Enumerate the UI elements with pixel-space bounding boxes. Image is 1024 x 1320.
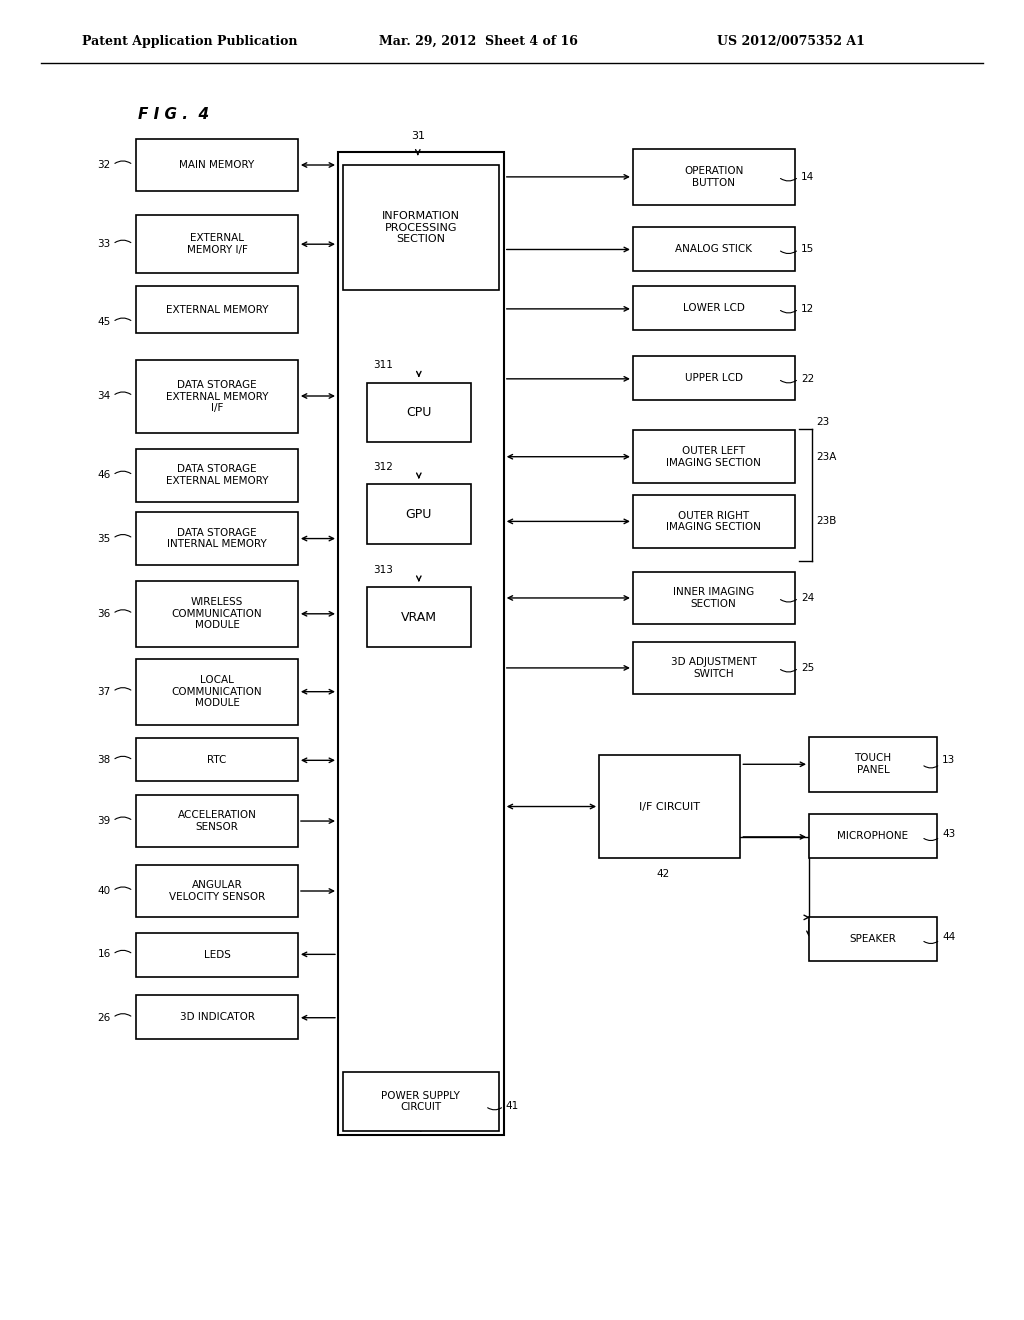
FancyBboxPatch shape <box>633 430 795 483</box>
Text: 41: 41 <box>506 1101 519 1111</box>
FancyBboxPatch shape <box>633 642 795 694</box>
Text: 23A: 23A <box>816 451 837 462</box>
Text: 40: 40 <box>97 886 111 896</box>
FancyBboxPatch shape <box>136 360 298 433</box>
FancyBboxPatch shape <box>633 572 795 624</box>
FancyBboxPatch shape <box>809 814 937 858</box>
Text: VRAM: VRAM <box>400 611 437 623</box>
Text: MAIN MEMORY: MAIN MEMORY <box>179 160 255 170</box>
Text: OPERATION
BUTTON: OPERATION BUTTON <box>684 166 743 187</box>
Text: EXTERNAL
MEMORY I/F: EXTERNAL MEMORY I/F <box>186 234 248 255</box>
FancyBboxPatch shape <box>633 149 795 205</box>
Text: 33: 33 <box>97 239 111 249</box>
Text: LOCAL
COMMUNICATION
MODULE: LOCAL COMMUNICATION MODULE <box>172 675 262 709</box>
FancyBboxPatch shape <box>136 286 298 333</box>
Text: INNER IMAGING
SECTION: INNER IMAGING SECTION <box>673 587 755 609</box>
Text: 23: 23 <box>816 417 829 428</box>
Text: 16: 16 <box>97 949 111 960</box>
FancyBboxPatch shape <box>809 917 937 961</box>
Text: WIRELESS
COMMUNICATION
MODULE: WIRELESS COMMUNICATION MODULE <box>172 597 262 631</box>
Text: 23B: 23B <box>816 516 837 527</box>
Text: POWER SUPPLY
CIRCUIT: POWER SUPPLY CIRCUIT <box>381 1090 461 1113</box>
Text: 38: 38 <box>97 755 111 766</box>
FancyBboxPatch shape <box>136 659 298 725</box>
Text: 24: 24 <box>801 593 814 603</box>
Text: INFORMATION
PROCESSING
SECTION: INFORMATION PROCESSING SECTION <box>382 211 460 244</box>
FancyBboxPatch shape <box>809 737 937 792</box>
FancyBboxPatch shape <box>633 227 795 271</box>
FancyBboxPatch shape <box>136 139 298 191</box>
Text: ANGULAR
VELOCITY SENSOR: ANGULAR VELOCITY SENSOR <box>169 880 265 902</box>
Text: I/F CIRCUIT: I/F CIRCUIT <box>639 801 700 812</box>
Text: 39: 39 <box>97 816 111 826</box>
FancyBboxPatch shape <box>633 356 795 400</box>
Text: 3D ADJUSTMENT
SWITCH: 3D ADJUSTMENT SWITCH <box>671 657 757 678</box>
FancyBboxPatch shape <box>343 1072 499 1131</box>
FancyBboxPatch shape <box>136 215 298 273</box>
Text: UPPER LCD: UPPER LCD <box>685 374 742 383</box>
Text: LOWER LCD: LOWER LCD <box>683 304 744 313</box>
Text: DATA STORAGE
EXTERNAL MEMORY
I/F: DATA STORAGE EXTERNAL MEMORY I/F <box>166 380 268 413</box>
FancyBboxPatch shape <box>367 383 471 442</box>
Text: 44: 44 <box>942 932 955 942</box>
Text: 22: 22 <box>801 374 814 384</box>
Text: 42: 42 <box>657 869 670 879</box>
Text: 25: 25 <box>801 663 814 673</box>
FancyBboxPatch shape <box>136 865 298 917</box>
Text: 13: 13 <box>942 755 955 766</box>
Text: EXTERNAL MEMORY: EXTERNAL MEMORY <box>166 305 268 314</box>
Text: 35: 35 <box>97 533 111 544</box>
Text: 34: 34 <box>97 391 111 401</box>
Text: GPU: GPU <box>406 508 432 520</box>
FancyBboxPatch shape <box>599 755 740 858</box>
Text: 15: 15 <box>801 244 814 255</box>
FancyBboxPatch shape <box>136 449 298 502</box>
FancyBboxPatch shape <box>136 995 298 1039</box>
Text: OUTER LEFT
IMAGING SECTION: OUTER LEFT IMAGING SECTION <box>667 446 761 467</box>
Text: 14: 14 <box>801 172 814 182</box>
Text: RTC: RTC <box>208 755 226 764</box>
Text: 313: 313 <box>373 565 392 576</box>
FancyBboxPatch shape <box>633 286 795 330</box>
FancyBboxPatch shape <box>367 484 471 544</box>
Text: CPU: CPU <box>407 407 431 418</box>
Text: 312: 312 <box>373 462 392 473</box>
Text: 43: 43 <box>942 829 955 840</box>
FancyBboxPatch shape <box>343 165 499 290</box>
Text: OUTER RIGHT
IMAGING SECTION: OUTER RIGHT IMAGING SECTION <box>667 511 761 532</box>
Text: LEDS: LEDS <box>204 950 230 960</box>
Text: SPEAKER: SPEAKER <box>850 935 896 944</box>
FancyBboxPatch shape <box>338 152 504 1135</box>
Text: 311: 311 <box>373 360 392 371</box>
Text: Patent Application Publication: Patent Application Publication <box>82 34 297 48</box>
Text: TOUCH
PANEL: TOUCH PANEL <box>854 754 892 775</box>
FancyBboxPatch shape <box>136 581 298 647</box>
Text: 32: 32 <box>97 160 111 170</box>
Text: DATA STORAGE
EXTERNAL MEMORY: DATA STORAGE EXTERNAL MEMORY <box>166 465 268 486</box>
FancyBboxPatch shape <box>136 512 298 565</box>
FancyBboxPatch shape <box>367 587 471 647</box>
Text: 46: 46 <box>97 470 111 480</box>
Text: ACCELERATION
SENSOR: ACCELERATION SENSOR <box>177 810 257 832</box>
Text: 37: 37 <box>97 686 111 697</box>
Text: 36: 36 <box>97 609 111 619</box>
Text: 31: 31 <box>411 131 425 141</box>
Text: DATA STORAGE
INTERNAL MEMORY: DATA STORAGE INTERNAL MEMORY <box>167 528 267 549</box>
Text: ANALOG STICK: ANALOG STICK <box>675 244 753 253</box>
Text: 26: 26 <box>97 1012 111 1023</box>
Text: US 2012/0075352 A1: US 2012/0075352 A1 <box>717 34 864 48</box>
Text: Mar. 29, 2012  Sheet 4 of 16: Mar. 29, 2012 Sheet 4 of 16 <box>379 34 578 48</box>
Text: 3D INDICATOR: 3D INDICATOR <box>179 1012 255 1022</box>
Text: 12: 12 <box>801 304 814 314</box>
FancyBboxPatch shape <box>136 795 298 847</box>
Text: 45: 45 <box>97 317 111 327</box>
FancyBboxPatch shape <box>136 738 298 781</box>
FancyBboxPatch shape <box>633 495 795 548</box>
FancyBboxPatch shape <box>136 933 298 977</box>
Text: F I G .  4: F I G . 4 <box>138 107 209 121</box>
Text: MICROPHONE: MICROPHONE <box>838 832 908 841</box>
